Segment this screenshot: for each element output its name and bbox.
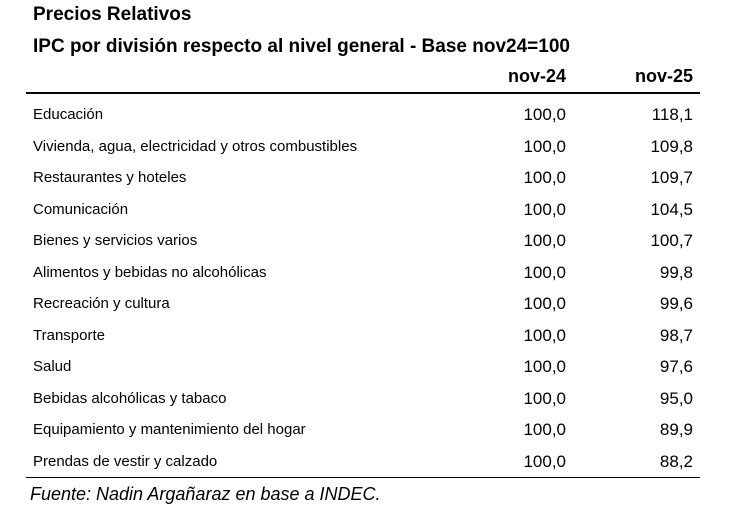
row-label: Recreación y cultura	[33, 295, 170, 312]
cell-value: 89,9	[659, 420, 693, 439]
cell-value: 95,0	[659, 388, 693, 408]
cell-value: 100,0	[523, 325, 566, 345]
cell-value: 100,0	[523, 451, 566, 471]
cell-value: 109,8	[650, 136, 693, 156]
cell-value: 99,6	[659, 294, 693, 313]
cell-value: 98,7	[659, 325, 693, 345]
row-label: Educación	[33, 106, 104, 123]
row-label: Vivienda, agua, electricidad y otros com…	[33, 137, 358, 155]
column-header: nov-25	[634, 66, 693, 86]
cell-value: 100,0	[523, 136, 566, 156]
cell-value: 100,0	[523, 262, 566, 282]
bottom-rule	[26, 477, 700, 478]
cell-value: 118,1	[651, 105, 693, 124]
cell-value: 99,8	[659, 262, 693, 282]
title: Precios Relativos	[33, 4, 192, 25]
row-label: Transporte	[33, 326, 105, 344]
cell-value: 100,0	[523, 168, 566, 187]
cell-value: 100,0	[523, 231, 566, 250]
cell-value: 100,0	[523, 105, 566, 124]
cell-value: 100,7	[650, 231, 693, 250]
cell-value: 88,2	[659, 451, 693, 471]
row-label: Comunicación	[33, 200, 129, 218]
row-label: Alimentos y bebidas no alcohólicas	[33, 263, 267, 281]
cell-value: 97,6	[659, 357, 693, 376]
row-label: Restaurantes y hoteles	[33, 169, 187, 186]
row-label: Salud	[33, 358, 72, 375]
cell-value: 109,7	[650, 168, 693, 187]
cell-value: 100,0	[523, 294, 566, 313]
row-label: Bienes y servicios varios	[33, 232, 198, 249]
subtitle: IPC por división respecto al nivel gener…	[33, 36, 570, 57]
header-rule	[26, 92, 700, 94]
cell-value: 104,5	[650, 199, 693, 219]
cell-value: 100,0	[523, 357, 566, 376]
source: Fuente: Nadin Argañaraz en base a INDEC.	[30, 484, 381, 504]
row-label: Prendas de vestir y calzado	[33, 452, 218, 470]
row-label: Bebidas alcohólicas y tabaco	[33, 389, 227, 407]
cell-value: 100,0	[523, 199, 566, 219]
row-label: Equipamiento y mantenimiento del hogar	[33, 421, 306, 438]
cell-value: 100,0	[523, 420, 566, 439]
cell-value: 100,0	[523, 388, 566, 408]
column-header: nov-24	[507, 66, 566, 86]
